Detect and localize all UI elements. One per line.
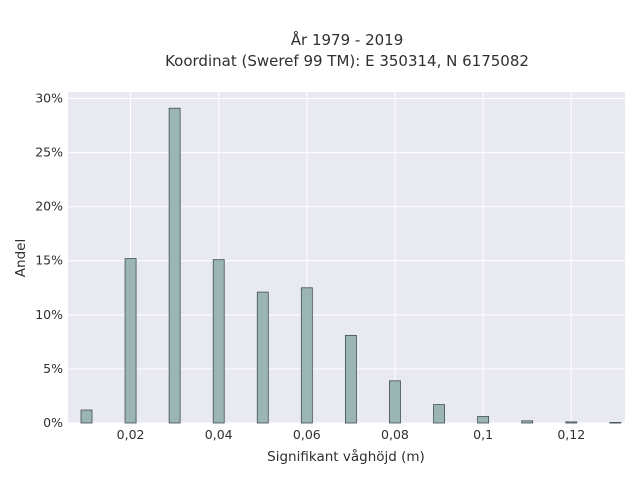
histogram-bar (300, 287, 313, 424)
x-tick-label: 0,08 (381, 427, 409, 442)
histogram-bar (168, 107, 181, 424)
x-tick-label: 0,12 (557, 427, 585, 442)
y-axis-title: Andel (13, 239, 29, 277)
histogram-bar (565, 421, 578, 424)
x-axis-ticks: 0,02 0,04 0,06 0,08 0,1 0,12 (117, 427, 586, 442)
x-axis-title: Signifikant våghöjd (m) (267, 448, 425, 465)
y-tick-label: 5% (43, 361, 63, 376)
y-tick-label: 20% (35, 199, 63, 214)
y-tick-label: 10% (35, 307, 63, 322)
histogram-bar (477, 416, 490, 424)
x-tick-label: 0,1 (473, 427, 493, 442)
x-tick-label: 0,06 (293, 427, 321, 442)
histogram-bar (433, 404, 445, 424)
y-tick-label: 15% (35, 253, 63, 268)
histogram-bar (212, 259, 225, 424)
chart-title: År 1979 - 2019 (291, 30, 404, 49)
chart-subtitle: Koordinat (Sweref 99 TM): E 350314, N 61… (165, 52, 529, 70)
histogram-bar (256, 291, 269, 424)
histogram-bar (521, 420, 534, 424)
y-tick-label: 30% (35, 90, 63, 105)
y-tick-label: 0% (43, 415, 63, 430)
bars (80, 107, 622, 424)
histogram-bar (609, 422, 622, 424)
histogram-bar (344, 334, 357, 424)
histogram-bar (124, 258, 137, 424)
y-axis-ticks: 0% 5% 10% 15% 20% 25% 30% (35, 90, 63, 430)
histogram-bar (389, 380, 401, 424)
histogram-bar (80, 409, 93, 424)
y-tick-label: 25% (35, 145, 63, 160)
x-tick-label: 0,04 (205, 427, 233, 442)
x-tick-label: 0,02 (117, 427, 145, 442)
